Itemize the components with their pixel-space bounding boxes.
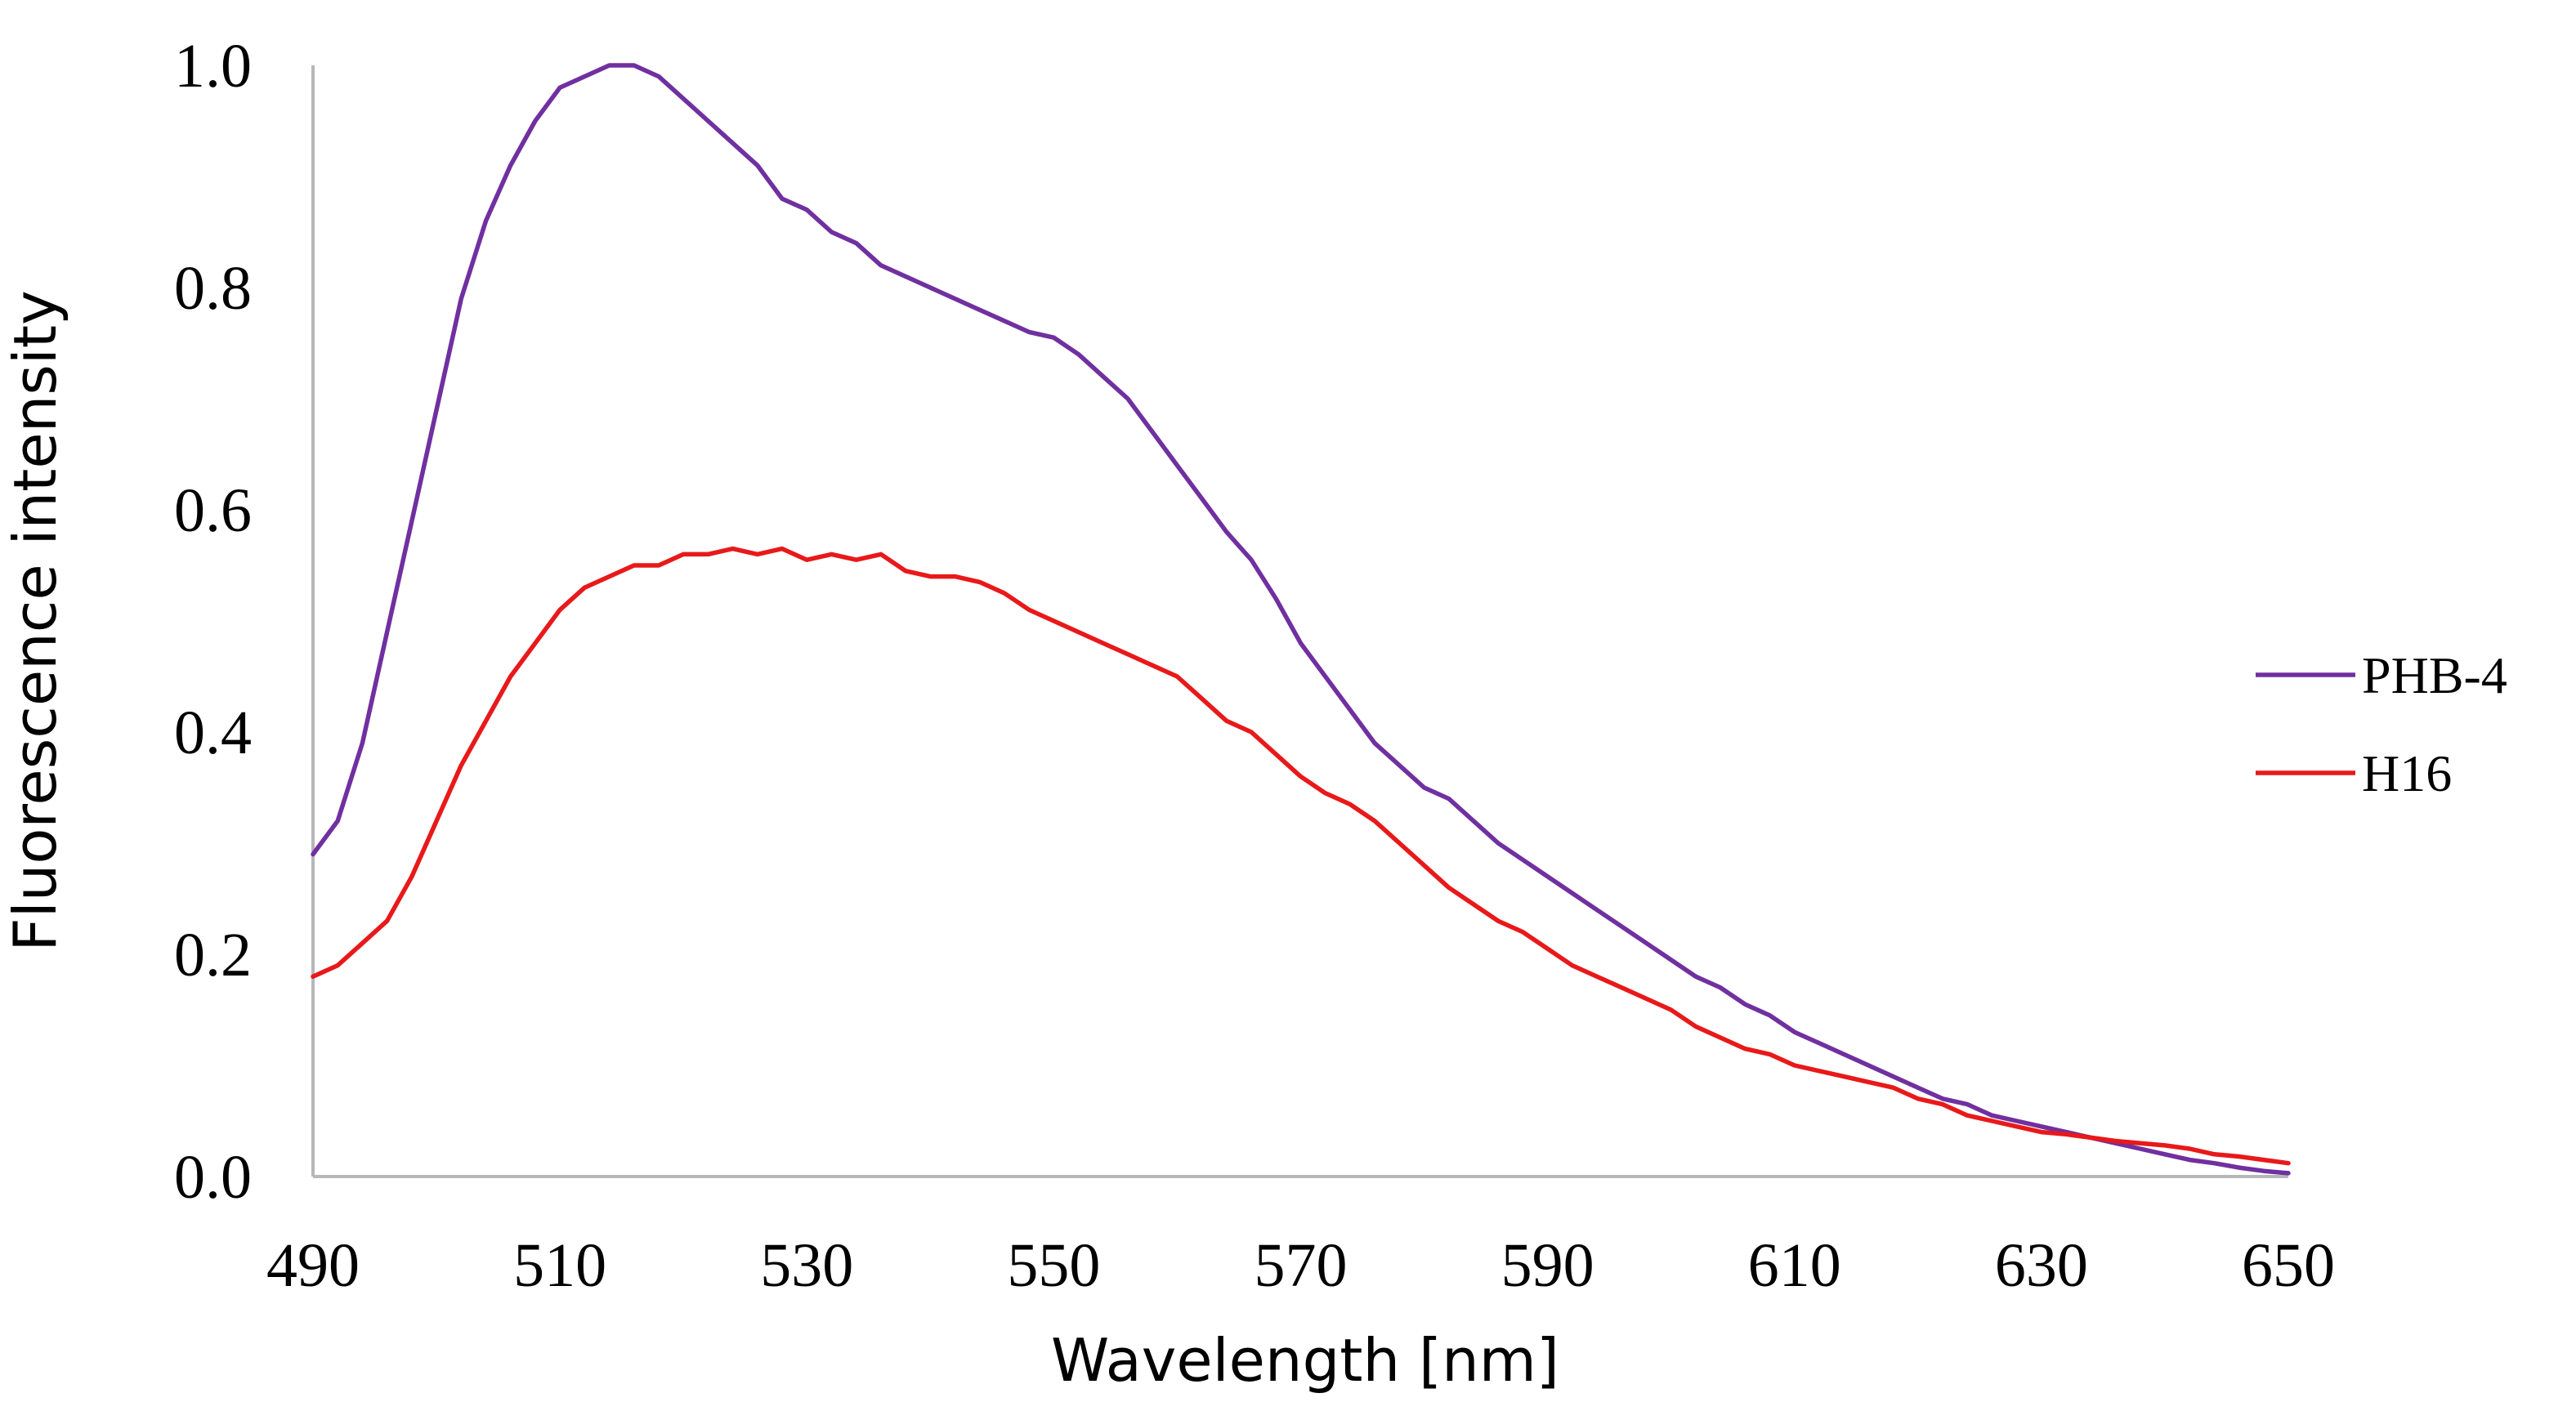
- legend: PHB-4 H16: [2256, 646, 2507, 802]
- x-tick-labels: 490 510 530 550 570 590 610 630 650: [266, 1231, 2335, 1300]
- y-tick-label: 0.8: [174, 254, 252, 323]
- x-tick-label: 530: [760, 1231, 853, 1300]
- x-tick-label: 490: [266, 1231, 360, 1300]
- x-axis-title: Wavelength [nm]: [1051, 1326, 1559, 1395]
- y-tick-label: 0.2: [174, 921, 252, 989]
- y-tick-label: 0.6: [174, 476, 252, 545]
- x-tick-label: 570: [1254, 1231, 1348, 1300]
- x-tick-label: 510: [513, 1231, 606, 1300]
- y-tick-label: 0.4: [174, 699, 252, 767]
- x-tick-label: 590: [1501, 1231, 1594, 1300]
- x-tick-label: 610: [1748, 1231, 1841, 1300]
- y-tick-label: 1.0: [174, 32, 252, 100]
- x-tick-label: 630: [1995, 1231, 2088, 1300]
- x-tick-label: 550: [1007, 1231, 1100, 1300]
- legend-label-phb-4: PHB-4: [2362, 646, 2507, 704]
- y-axis-title: Fluorescence intensity: [1, 290, 69, 951]
- series-lines: [311, 63, 2291, 1176]
- series-line-h16: [311, 546, 2291, 1166]
- x-tick-label: 650: [2242, 1231, 2335, 1300]
- y-tick-label: 0.0: [174, 1143, 252, 1212]
- legend-label-h16: H16: [2362, 744, 2452, 802]
- y-tick-labels: 0.0 0.2 0.4 0.6 0.8 1.0: [174, 32, 252, 1212]
- series-line-phb-4: [311, 63, 2291, 1176]
